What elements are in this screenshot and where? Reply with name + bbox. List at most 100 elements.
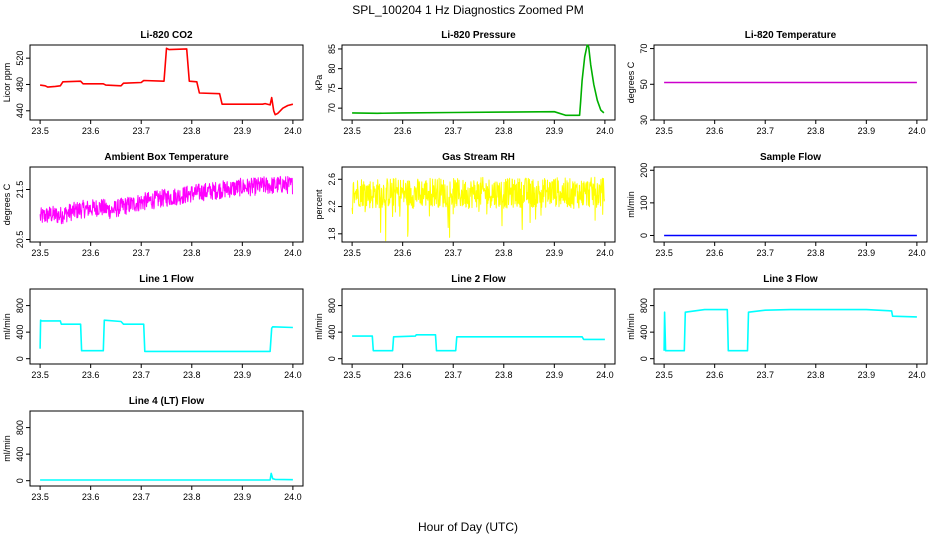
y-tick-label: 1.8 [327,228,337,241]
x-tick-label: 23.5 [31,370,49,380]
y-axis-label: Licor ppm [2,63,12,103]
y-tick-label: 800 [327,298,337,313]
x-tick-label: 23.5 [655,126,673,136]
y-tick-label: 80 [327,64,337,74]
panel-1: Li-820 CO2 Licor ppm 23.5 23.6 23.7 23.8 23.9 2… [2,30,304,136]
x-tick-label: 23.7 [756,370,774,380]
y-tick-label: 200 [639,163,649,178]
panel-title: Li-820 Temperature [745,30,837,41]
x-tick-label: 23.6 [82,248,100,258]
x-tick-label: 23.8 [183,248,201,258]
x-tick-label: 23.6 [394,126,412,136]
x-tick-label: 24.0 [284,370,302,380]
x-tick-label: 23.7 [132,370,150,380]
series-line [40,472,293,481]
x-tick-label: 23.5 [31,126,49,136]
x-tick-label: 23.7 [132,492,150,502]
x-tick-label: 23.9 [546,370,564,380]
panel-7: Line 1 Flow ml/min 23.5 23.6 23.7 23.8 23.9 24.… [2,274,304,380]
y-tick-label: 800 [15,298,25,313]
y-tick-label: 0 [639,356,649,361]
x-tick-label: 23.9 [234,248,252,258]
x-tick-label: 23.7 [132,126,150,136]
y-tick-label: 75 [327,83,337,93]
y-tick-label: 2.2 [327,200,337,213]
x-tick-label: 23.8 [495,126,513,136]
panel-10: Line 4 (LT) Flow ml/min 23.5 23.6 23.7 23.8 23… [2,396,304,502]
series-line [39,47,294,116]
panel-2: Li-820 Pressure kPa 23.5 23.6 23.7 23.8 23.9 24… [314,30,616,136]
y-axis-label: kPa [314,75,324,91]
x-tick-label: 23.5 [343,370,361,380]
panel-title: Ambient Box Temperature [104,152,229,163]
x-tick-label: 24.0 [284,126,302,136]
x-tick-label: 23.9 [546,248,564,258]
panel-8: Line 2 Flow ml/min 23.5 23.6 23.7 23.8 23.9 24.… [314,274,616,380]
series-line [663,308,917,352]
y-tick-label: 0 [15,356,25,361]
panel-4: Ambient Box Temperature degrees C 23.5 23.6… [2,152,304,258]
plot-frame [653,44,928,121]
series-line [352,44,605,117]
panel-title: Line 3 Flow [763,274,818,285]
y-tick-label: 50 [639,79,649,89]
y-axis-label: ml/min [2,435,12,462]
plot-frame [29,288,304,365]
x-tick-label: 24.0 [908,126,926,136]
x-tick-label: 23.9 [234,370,252,380]
y-tick-label: 70 [327,103,337,113]
x-tick-label: 24.0 [596,248,614,258]
x-tick-label: 23.9 [858,126,876,136]
x-tick-label: 23.7 [444,248,462,258]
y-tick-label: 480 [15,77,25,92]
series-line [39,175,293,225]
y-axis-label: percent [314,189,324,220]
y-tick-label: 400 [15,447,25,462]
series-line [351,176,605,242]
x-tick-label: 23.9 [546,126,564,136]
x-tick-label: 24.0 [284,248,302,258]
panel-title: Line 4 (LT) Flow [129,396,205,407]
panel-title: Line 2 Flow [451,274,506,285]
series-line [39,319,293,353]
y-tick-label: 800 [15,420,25,435]
panel-title: Line 1 Flow [139,274,194,285]
y-tick-label: 0 [15,478,25,483]
x-tick-label: 23.9 [858,370,876,380]
x-tick-label: 23.5 [655,370,673,380]
x-tick-label: 23.8 [807,370,825,380]
x-tick-label: 23.7 [132,248,150,258]
y-tick-label: 30 [639,115,649,125]
figure-x-axis-label: Hour of Day (UTC) [418,520,518,534]
y-axis-label: ml/min [314,313,324,340]
y-axis-label: degrees C [2,183,12,225]
y-tick-label: 70 [639,44,649,54]
y-axis-label: ml/min [2,313,12,340]
y-tick-label: 2.6 [327,173,337,186]
x-tick-label: 23.5 [31,248,49,258]
panel-title: Li-820 Pressure [441,30,516,41]
x-tick-label: 23.8 [495,370,513,380]
y-tick-label: 0 [327,356,337,361]
panel-6: Sample Flow ml/min 23.5 23.6 23.7 23.8 23.9 24.… [626,152,928,258]
x-tick-label: 23.9 [234,492,252,502]
x-tick-label: 23.6 [82,126,100,136]
y-axis-label: ml/min [626,191,636,218]
x-tick-label: 23.8 [183,370,201,380]
panel-title: Gas Stream RH [442,152,515,163]
panels: Li-820 CO2 Licor ppm 23.5 23.6 23.7 23.8 23.9 2… [2,30,928,502]
panel-title: Li-820 CO2 [140,30,193,41]
y-tick-label: 20.5 [15,231,25,249]
y-tick-label: 440 [15,103,25,118]
x-tick-label: 23.7 [444,370,462,380]
plot-frame [341,288,616,365]
plot-frame [29,410,304,487]
x-tick-label: 23.8 [183,492,201,502]
x-tick-label: 23.9 [858,248,876,258]
x-tick-label: 23.6 [82,370,100,380]
x-tick-label: 23.5 [343,126,361,136]
x-tick-label: 23.6 [706,126,724,136]
x-tick-label: 23.6 [394,370,412,380]
panel-9: Line 3 Flow ml/min 23.5 23.6 23.7 23.8 23.9 24.… [626,274,928,380]
